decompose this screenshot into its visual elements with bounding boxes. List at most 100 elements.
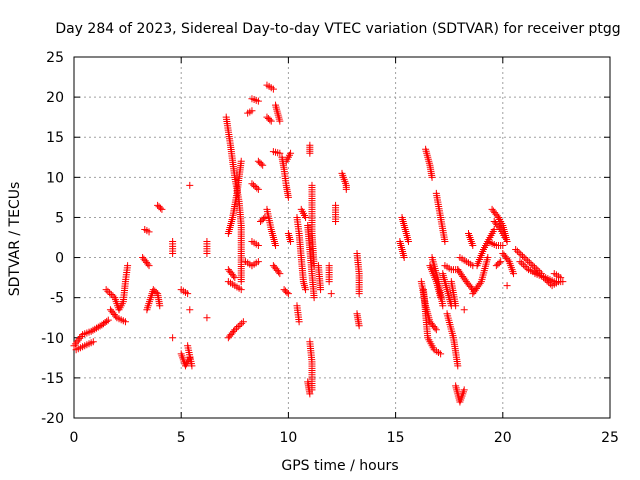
- data-point: [169, 334, 177, 342]
- data-point: [184, 290, 192, 298]
- data-point: [276, 117, 284, 125]
- data-point: [428, 173, 436, 181]
- data-point: [124, 262, 132, 270]
- data-point: [519, 252, 527, 260]
- x-tick-label: 0: [70, 430, 79, 446]
- data-point: [145, 228, 153, 236]
- data-point: [237, 157, 245, 165]
- data-point: [230, 327, 238, 335]
- y-tick-label: 15: [46, 130, 64, 146]
- data-point: [306, 149, 314, 157]
- data-point: [517, 250, 525, 258]
- y-tick-label: 0: [55, 251, 64, 267]
- data-point: [404, 238, 412, 246]
- data-point: [355, 290, 363, 298]
- y-tick-label: 10: [46, 170, 64, 186]
- data-point: [495, 224, 503, 232]
- data-point: [302, 286, 310, 294]
- data-point: [469, 242, 477, 250]
- y-tick-label: -10: [41, 331, 64, 347]
- data-point: [437, 350, 445, 358]
- data-point: [276, 149, 284, 157]
- data-point: [503, 282, 511, 290]
- data-point: [306, 390, 314, 398]
- data-point: [203, 314, 211, 322]
- data-point: [545, 278, 553, 286]
- data-point: [248, 107, 256, 115]
- data-point: [287, 149, 295, 157]
- data-point: [203, 250, 211, 258]
- x-axis-label: GPS time / hours: [281, 458, 398, 474]
- data-point: [400, 254, 408, 262]
- data-point: [439, 302, 447, 310]
- x-tick-label: 20: [494, 430, 512, 446]
- data-point: [230, 272, 238, 280]
- data-point: [317, 286, 325, 294]
- data-point: [287, 238, 295, 246]
- data-point: [516, 258, 524, 266]
- data-point: [89, 338, 97, 346]
- data-point: [493, 212, 501, 220]
- data-point: [284, 193, 292, 201]
- data-point: [432, 326, 440, 334]
- data-point: [518, 259, 526, 267]
- data-point: [156, 302, 164, 310]
- data-point: [236, 321, 244, 329]
- y-tick-label: -5: [50, 291, 64, 307]
- data-point: [93, 324, 101, 332]
- data-point: [121, 318, 129, 326]
- data-point: [261, 213, 269, 221]
- data-point: [295, 318, 303, 326]
- data-point: [284, 290, 292, 298]
- y-tick-label: 20: [46, 90, 64, 106]
- data-point: [152, 288, 160, 296]
- data-point: [529, 262, 537, 270]
- data-point: [327, 290, 335, 298]
- data-point: [103, 317, 111, 325]
- data-point: [523, 264, 531, 272]
- data-point: [519, 261, 527, 269]
- data-point: [254, 242, 262, 250]
- data-point: [441, 238, 449, 246]
- data-point: [231, 274, 239, 282]
- data-point: [257, 160, 265, 168]
- x-tick-label: 5: [177, 430, 186, 446]
- data-point: [237, 286, 245, 294]
- data-point: [543, 277, 551, 285]
- data-point: [94, 323, 102, 331]
- x-tick-label: 15: [387, 430, 405, 446]
- data-point: [540, 274, 548, 282]
- data-point: [497, 258, 505, 266]
- data-point: [504, 256, 512, 264]
- chart-title: Day 284 of 2023, Sidereal Day-to-day VTE…: [55, 21, 620, 37]
- data-point: [310, 294, 318, 302]
- data-point: [460, 306, 468, 314]
- data-point: [254, 185, 262, 193]
- data-point: [490, 225, 498, 233]
- data-point: [503, 238, 511, 246]
- data-point: [234, 323, 242, 331]
- data-point: [501, 234, 509, 241]
- data-point: [521, 262, 529, 270]
- data-point: [355, 322, 363, 330]
- y-tick-label: -20: [41, 411, 64, 427]
- data-point: [522, 255, 530, 263]
- data-point: [186, 306, 194, 314]
- data-point: [254, 97, 262, 105]
- data-point: [144, 260, 152, 268]
- data-point: [332, 217, 340, 225]
- data-point: [169, 250, 177, 258]
- data-point: [452, 302, 460, 310]
- data-point: [89, 326, 97, 334]
- data-point: [557, 274, 565, 282]
- data-point: [107, 290, 115, 298]
- data-point: [266, 116, 274, 124]
- data-point: [239, 318, 247, 326]
- data-point: [525, 258, 533, 266]
- x-tick-label: 10: [279, 430, 297, 446]
- data-point: [476, 279, 484, 287]
- data-point: [510, 270, 518, 278]
- data-point: [87, 327, 95, 335]
- data-point: [259, 161, 267, 169]
- data-point: [145, 262, 153, 270]
